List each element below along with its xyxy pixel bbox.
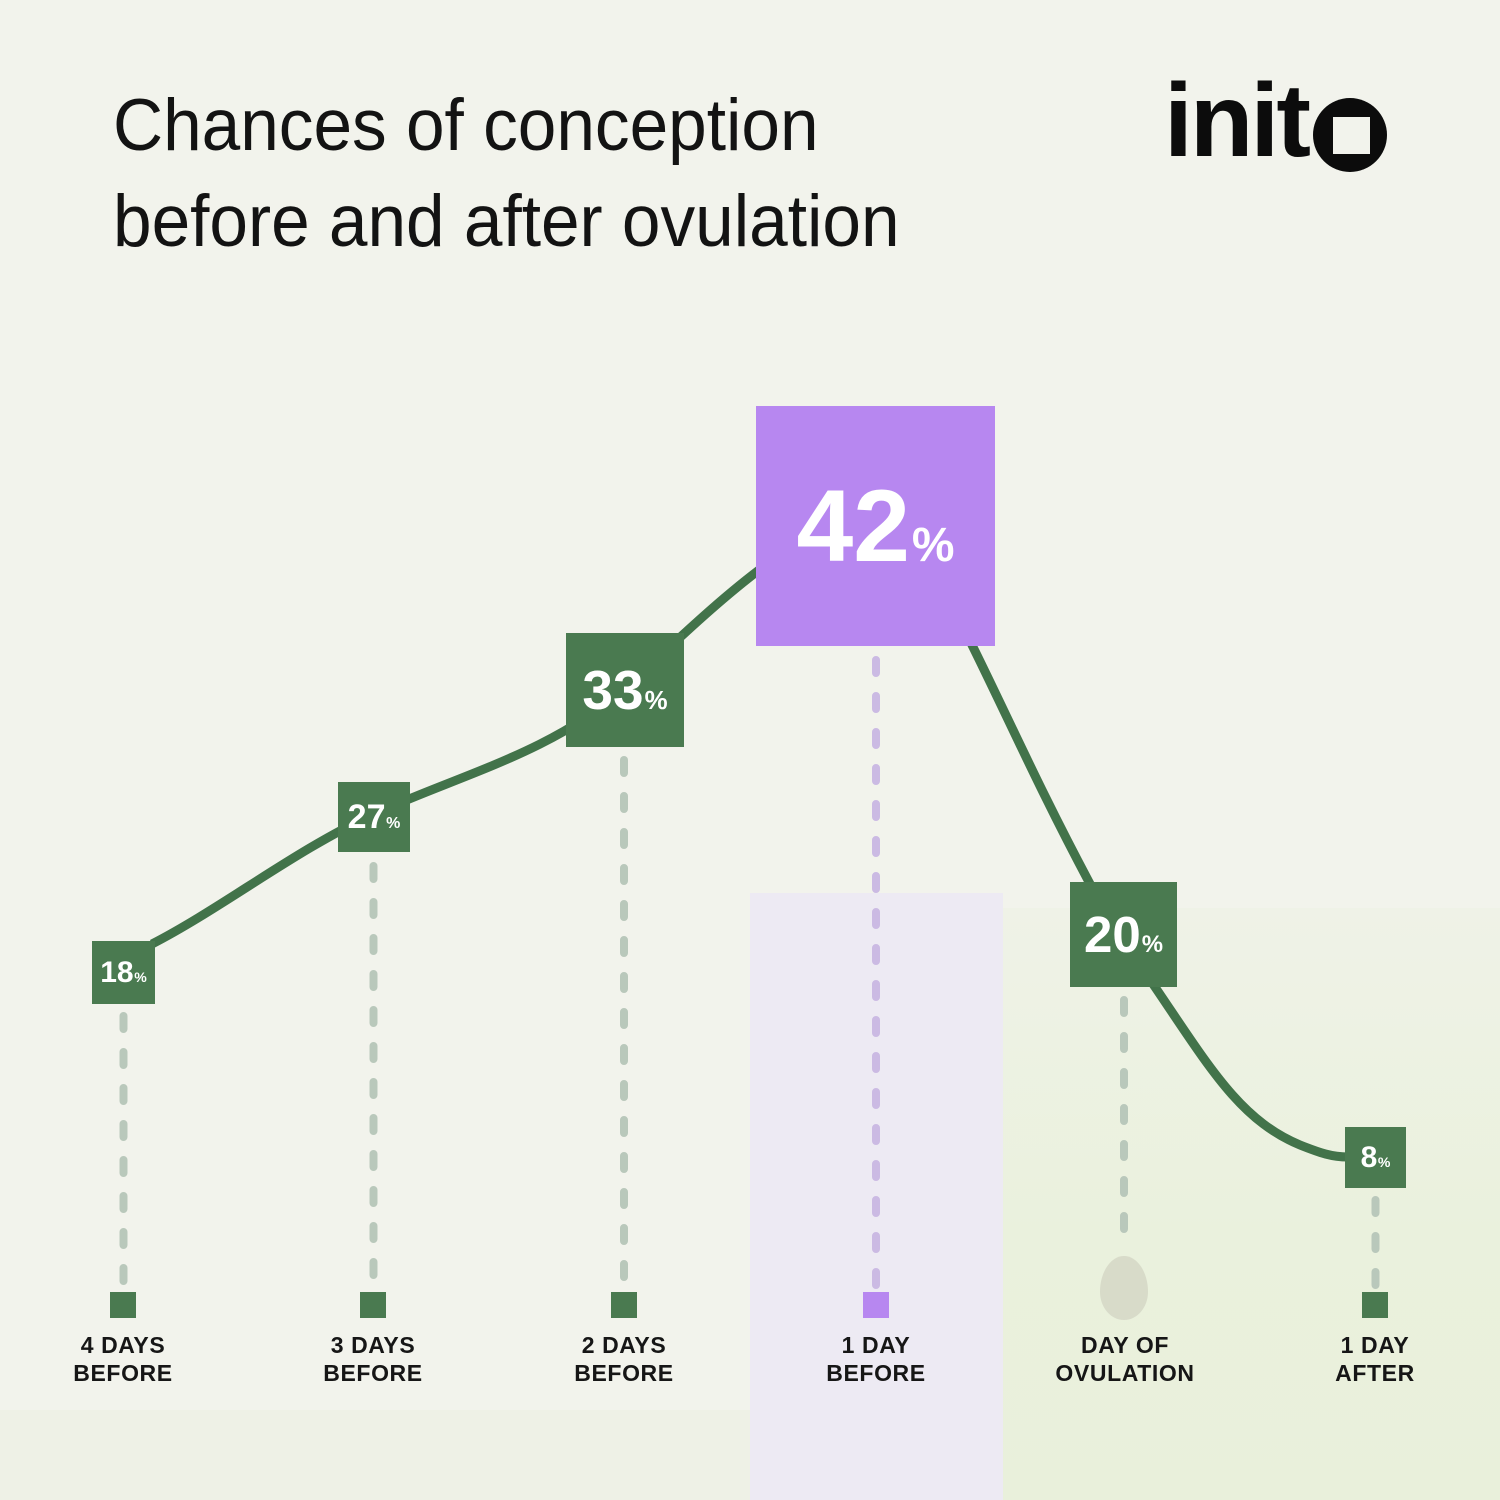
percent-sign: % xyxy=(386,814,401,832)
axis-label-line1: 1 DAY xyxy=(1340,1332,1410,1358)
axis-label-1-day-after: 1 DAY AFTER xyxy=(1250,1331,1500,1387)
background-green-tint xyxy=(1003,908,1500,1500)
axis-label-line2: AFTER xyxy=(1335,1360,1415,1386)
trend-line xyxy=(149,510,1349,1162)
axis-label-1-day-before: 1 DAY BEFORE xyxy=(751,1331,1001,1387)
value-box-2-days-before: 33% xyxy=(566,633,684,747)
inito-logo: init xyxy=(1164,58,1387,179)
percent-sign: % xyxy=(644,687,668,715)
egg-icon xyxy=(1100,1256,1148,1320)
axis-label-line2: BEFORE xyxy=(323,1360,423,1386)
percent-sign: % xyxy=(911,518,955,572)
value-number: 27 xyxy=(347,797,386,836)
value-number: 33 xyxy=(582,659,644,721)
axis-label-line1: 2 DAYS xyxy=(581,1332,667,1358)
axis-label-line2: BEFORE xyxy=(73,1360,173,1386)
percent-sign: % xyxy=(1377,1153,1391,1170)
percent-sign: % xyxy=(1141,931,1163,958)
axis-label-2-days-before: 2 DAYS BEFORE xyxy=(499,1331,749,1387)
value-box-1-day-after: 8% xyxy=(1345,1127,1406,1188)
axis-label-line2: BEFORE xyxy=(574,1360,674,1386)
value-box-4-days-before: 18% xyxy=(92,941,155,1004)
value-number: 8 xyxy=(1360,1140,1378,1174)
axis-marker-square xyxy=(110,1292,136,1318)
page-title-line1: Chances of conception xyxy=(113,85,819,166)
value-box-day-of-ovulation: 20% xyxy=(1070,882,1177,987)
value-box-1-day-before-highlighted: 42% xyxy=(756,406,995,646)
axis-marker-square xyxy=(611,1292,637,1318)
axis-label-line1: 3 DAYS xyxy=(330,1332,416,1358)
axis-label-4-days-before: 4 DAYS BEFORE xyxy=(0,1331,248,1387)
axis-label-day-of-ovulation: DAY OF OVULATION xyxy=(1000,1331,1250,1387)
page-title-line2: before and after ovulation xyxy=(113,181,900,262)
axis-marker-square xyxy=(1362,1292,1388,1318)
background-bottom-tint xyxy=(0,1410,756,1500)
percent-sign: % xyxy=(134,968,147,985)
logo-text: init xyxy=(1164,63,1311,179)
value-box-3-days-before: 27% xyxy=(338,782,410,852)
axis-label-3-days-before: 3 DAYS BEFORE xyxy=(248,1331,498,1387)
axis-label-line1: 4 DAYS xyxy=(80,1332,166,1358)
axis-label-line2: OVULATION xyxy=(1055,1360,1195,1386)
value-number: 20 xyxy=(1084,906,1141,963)
page-title: Chances of conception before and after o… xyxy=(113,78,900,270)
value-number: 18 xyxy=(100,955,134,989)
axis-label-line2: BEFORE xyxy=(826,1360,926,1386)
logo-o-hole xyxy=(1332,116,1370,154)
logo-o-icon xyxy=(1312,98,1387,172)
axis-marker-square xyxy=(360,1292,386,1318)
axis-marker-square-highlighted xyxy=(863,1292,889,1318)
value-number: 42 xyxy=(796,468,910,583)
axis-label-line1: 1 DAY xyxy=(841,1332,911,1358)
axis-label-line1: DAY OF xyxy=(1081,1332,1169,1358)
